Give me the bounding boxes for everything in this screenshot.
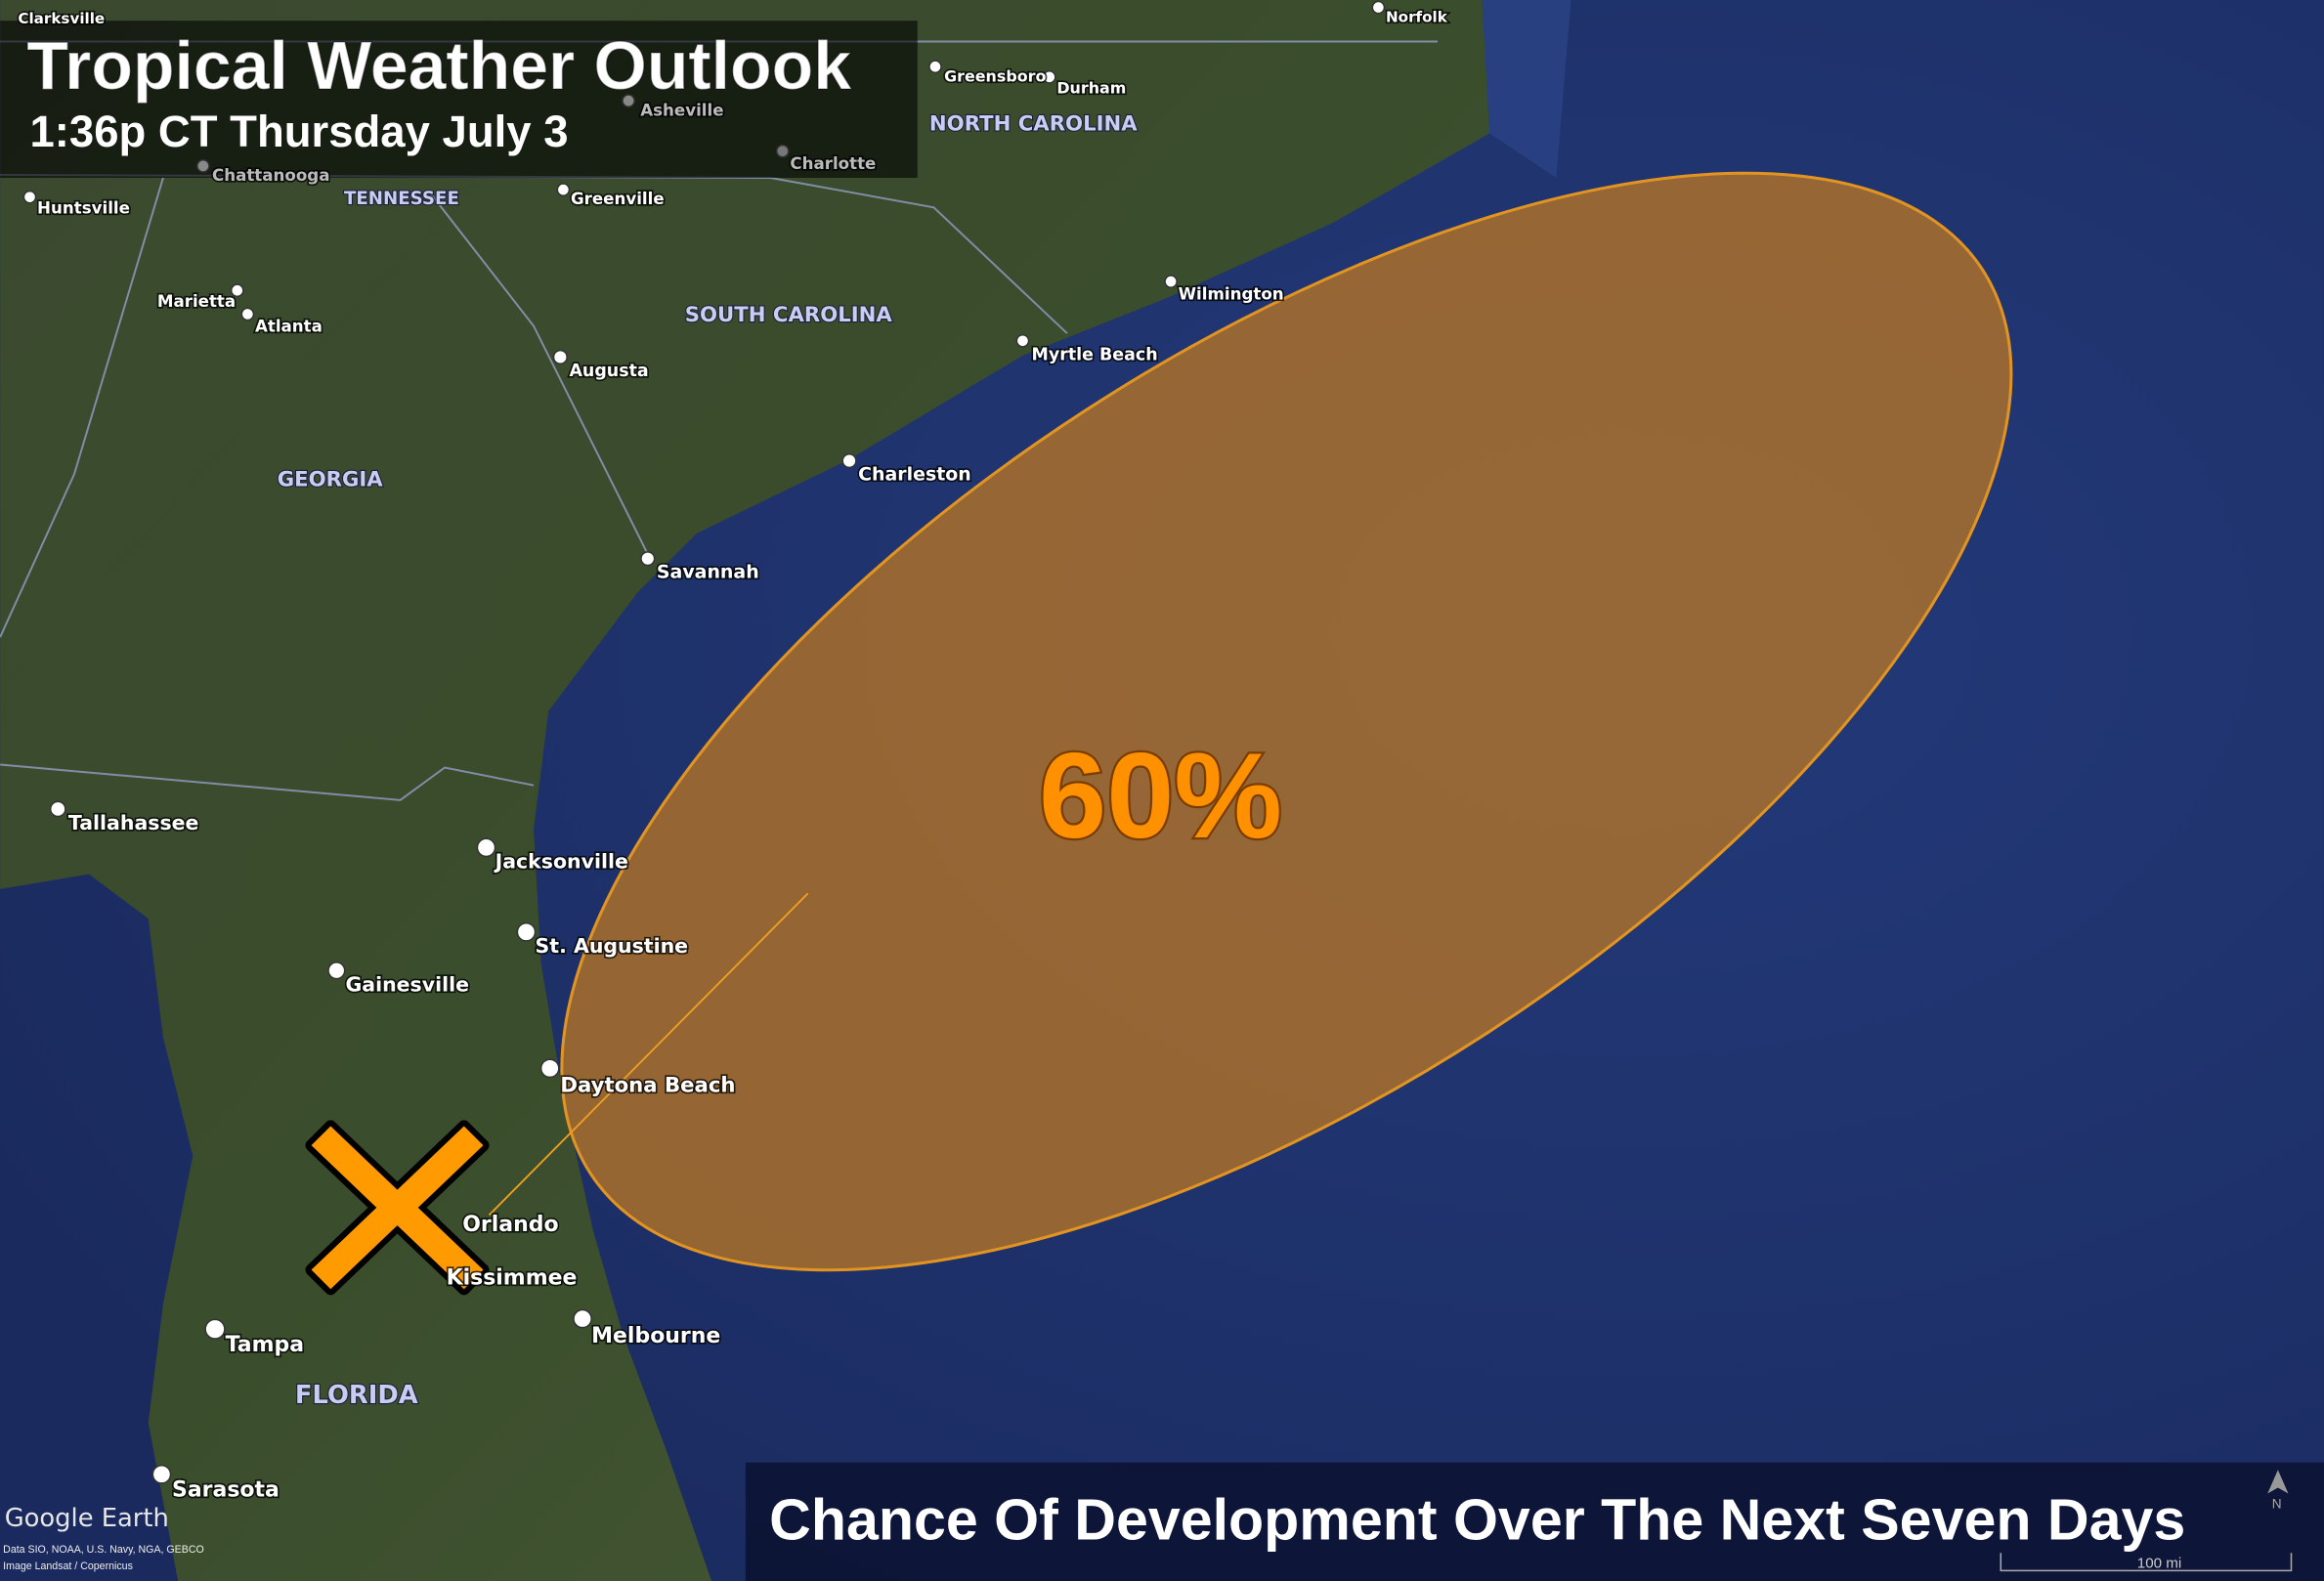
city-label: Orlando (462, 1213, 558, 1237)
shelf (1482, 0, 1571, 178)
outlook-area[interactable] (389, 0, 2184, 1484)
scale-label: 100 mi (2137, 1555, 2182, 1571)
city-label: Marietta (157, 292, 236, 311)
probability-label: 60% (1039, 728, 1282, 864)
scale-bar (2000, 1553, 2293, 1572)
city-label: Charleston (858, 463, 971, 485)
city-label: Charlotte (790, 154, 876, 173)
compass-label: N (2272, 1497, 2282, 1512)
state-label: SOUTH CAROLINA (685, 303, 893, 327)
caption: Chance Of Development Over The Next Seve… (769, 1487, 2185, 1553)
x-icon[interactable] (305, 1120, 490, 1296)
compass-icon[interactable]: N (2267, 1470, 2289, 1512)
timestamp: 1:36p CT Thursday July 3 (29, 107, 568, 156)
city-label: Gainesville (345, 972, 469, 996)
city-label: Daytona Beach (560, 1074, 735, 1098)
city-label: St. Augustine (536, 934, 689, 958)
city-label: Kissimmee (447, 1266, 578, 1291)
attribution-data: Data SIO, NOAA, U.S. Navy, NGA, GEBCO (3, 1544, 204, 1556)
page-title: Tropical Weather Outlook (26, 27, 851, 104)
city-label: Greensboro (944, 66, 1046, 85)
city-label: Myrtle Beach (1032, 345, 1158, 364)
city-label: Melbourne (591, 1324, 720, 1348)
title-box (0, 21, 918, 178)
city-label: Tallahassee (68, 811, 199, 834)
city-label: Durham (1056, 79, 1126, 98)
city-label: Norfolk (1386, 9, 1448, 26)
city-label: Clarksville (18, 10, 105, 27)
attribution-image: Image Landsat / Copernicus (3, 1560, 133, 1572)
city-label: Greenville (571, 190, 665, 208)
city-markers (22, 0, 1386, 1484)
state-label: TENNESSEE (344, 189, 459, 209)
state-label: GEORGIA (278, 467, 384, 491)
city-label: Chattanooga (212, 166, 330, 185)
city-label: Atlanta (255, 318, 323, 336)
google-earth-logo: Google Earth (5, 1504, 169, 1533)
city-label: Tampa (226, 1333, 304, 1357)
city-label: Savannah (657, 561, 759, 582)
caption-box (745, 1462, 2324, 1581)
city-label: Asheville (640, 101, 723, 119)
state-label: NORTH CAROLINA (929, 111, 1138, 136)
city-label: Huntsville (37, 198, 130, 217)
track-line (488, 892, 809, 1217)
city-label: Sarasota (172, 1478, 280, 1503)
state-label: FLORIDA (295, 1381, 418, 1410)
city-label: Jacksonville (494, 850, 628, 874)
city-label: Wilmington (1179, 284, 1284, 303)
city-label: Augusta (569, 362, 648, 381)
